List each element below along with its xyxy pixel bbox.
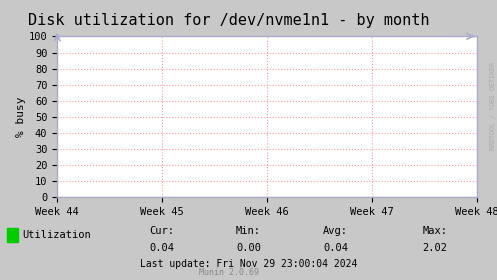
Text: 0.04: 0.04 [323,243,348,253]
Text: 0.04: 0.04 [149,243,174,253]
Text: Min:: Min: [236,226,261,236]
Text: 0.00: 0.00 [236,243,261,253]
Text: Disk utilization for /dev/nvme1n1 - by month: Disk utilization for /dev/nvme1n1 - by m… [28,13,429,28]
Text: Avg:: Avg: [323,226,348,236]
Text: Munin 2.0.69: Munin 2.0.69 [199,268,258,277]
Text: Cur:: Cur: [149,226,174,236]
Y-axis label: % busy: % busy [16,97,26,137]
Text: 2.02: 2.02 [422,243,447,253]
Text: RRDTOOL / TOBI OETIKER: RRDTOOL / TOBI OETIKER [490,62,496,150]
Text: Utilization: Utilization [22,230,91,240]
Text: Last update: Fri Nov 29 23:00:04 2024: Last update: Fri Nov 29 23:00:04 2024 [140,259,357,269]
Text: Max:: Max: [422,226,447,236]
